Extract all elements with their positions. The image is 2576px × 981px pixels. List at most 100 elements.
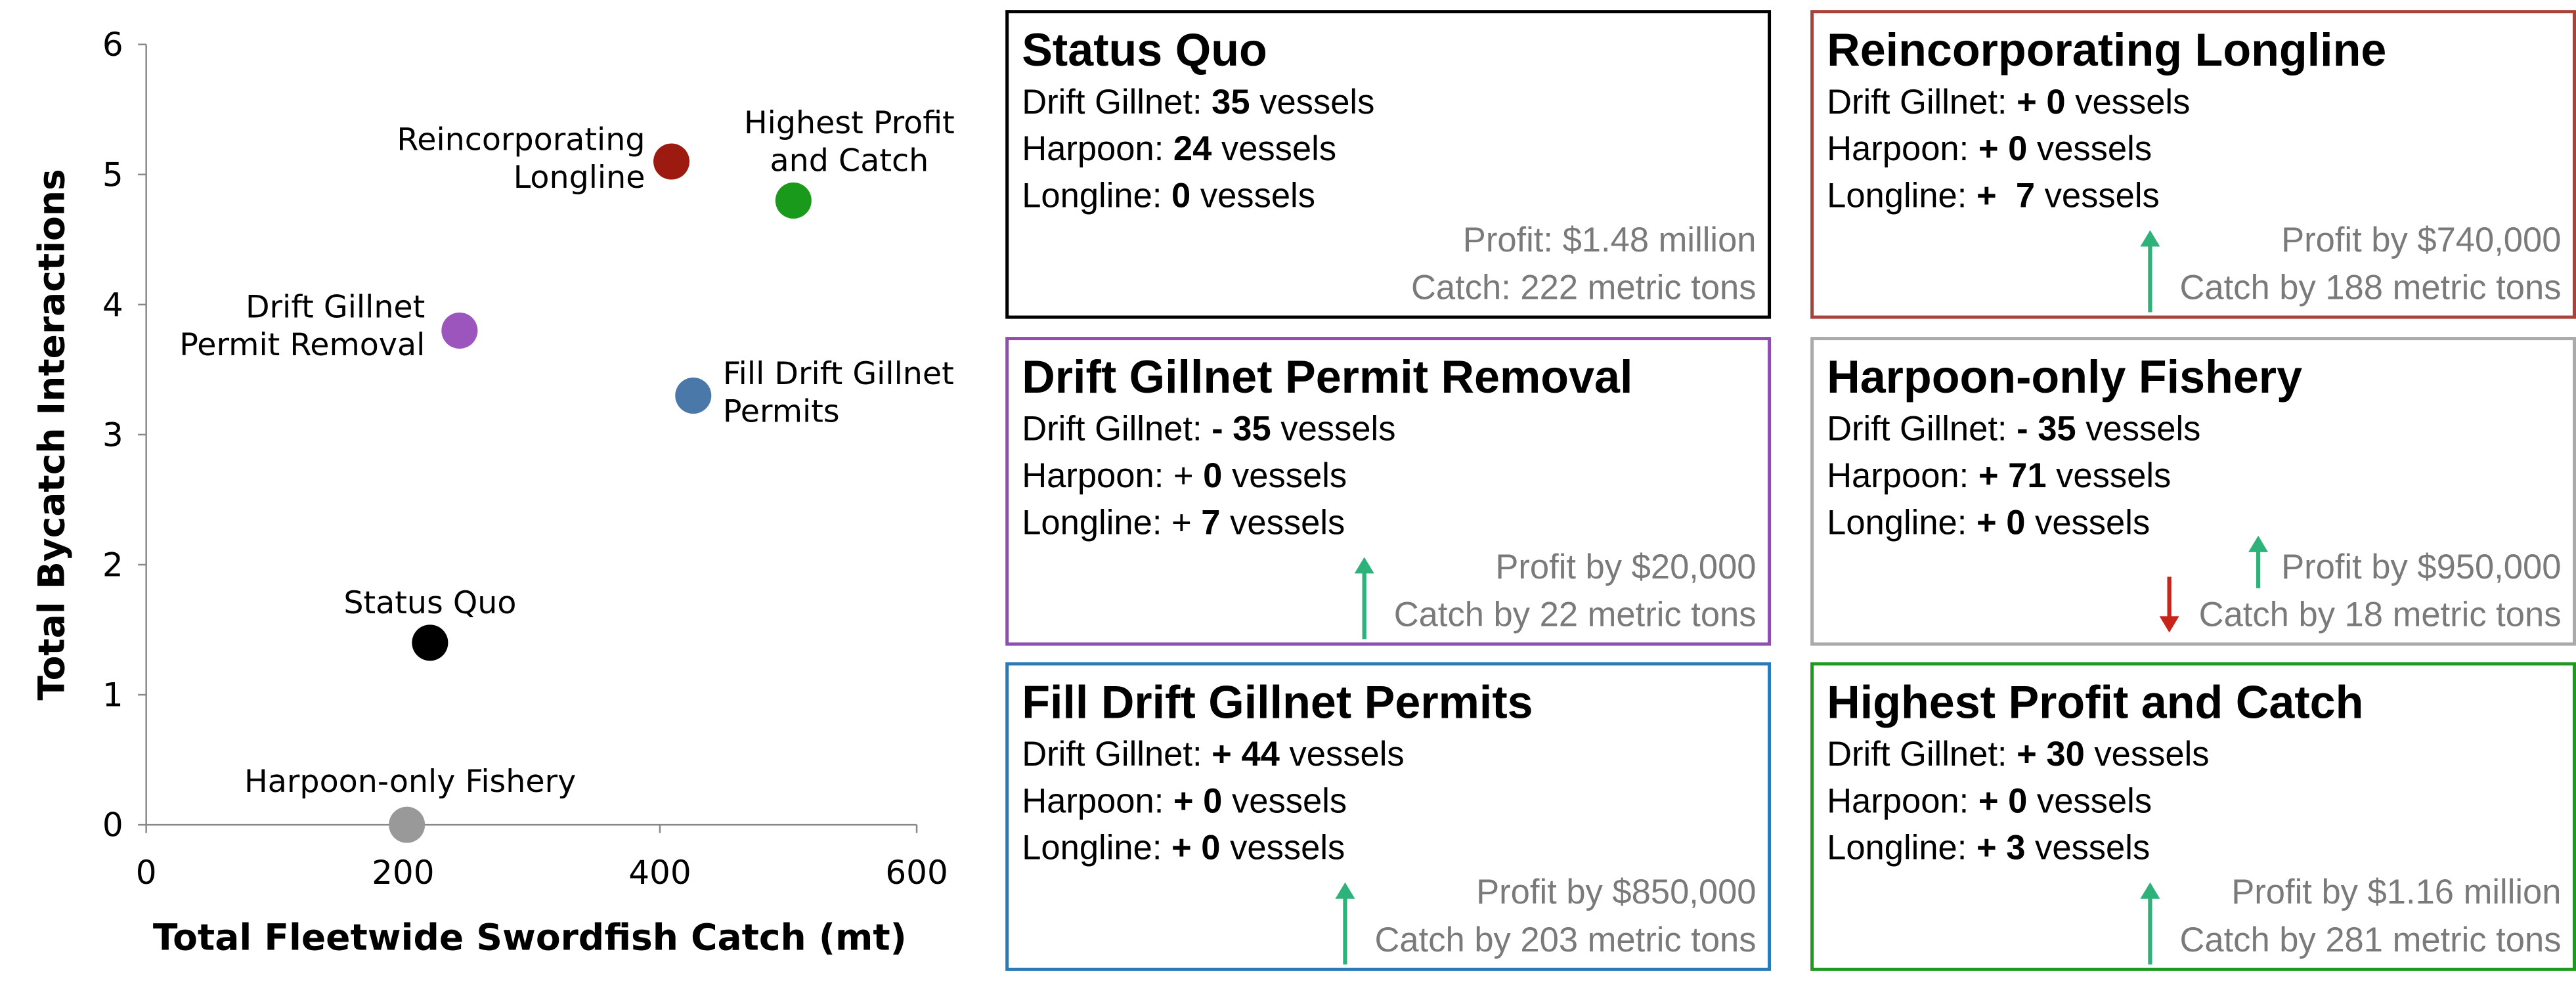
vessel-text: vessels	[1212, 129, 1336, 168]
change-arrow-head	[2140, 882, 2160, 899]
x-tick-label: 0	[136, 854, 157, 892]
vessel-text: Drift Gillnet:	[1022, 735, 1212, 774]
y-tick-label: 1	[102, 676, 123, 714]
vessel-text: Harpoon:	[1827, 781, 1978, 820]
profit-text: Profit by $950,000	[2281, 548, 2561, 586]
vessel-line: Drift Gillnet: + 0 vessels	[1827, 83, 2190, 121]
data-point	[775, 182, 812, 219]
vessel-line: Harpoon: 24 vessels	[1022, 129, 1336, 168]
vessel-text: + 0	[1173, 781, 1223, 820]
vessel-text: 24	[1173, 129, 1212, 168]
vessel-text: + 0	[2017, 83, 2066, 121]
profit-text: Profit by $850,000	[1476, 873, 1756, 911]
y-tick-label: 6	[102, 26, 123, 64]
vessel-text: Longline: +	[1022, 503, 1201, 542]
data-point	[412, 624, 448, 661]
vessel-text: Drift Gillnet:	[1827, 410, 2017, 448]
panel-border	[1810, 10, 2576, 319]
catch-text: Catch by 188 metric tons	[2179, 269, 2561, 307]
vessel-text: vessels	[2066, 83, 2191, 121]
vessel-text: vessels	[2027, 129, 2152, 168]
panel-border	[1005, 337, 1772, 646]
data-point	[675, 377, 712, 414]
vessel-text: vessels	[2076, 410, 2201, 448]
point-label: Permit Removal	[179, 327, 425, 363]
x-axis-label: Total Fleetwide Swordfish Catch (mt)	[153, 916, 907, 958]
vessel-text: Drift Gillnet:	[1827, 735, 2017, 774]
panel-title: Drift Gillnet Permit Removal	[1022, 351, 1632, 403]
catch-text: Catch by 18 metric tons	[2199, 595, 2562, 634]
vessel-text: Longline:	[1827, 176, 1976, 215]
vessel-text: vessels	[2085, 735, 2210, 774]
panel-title: Status Quo	[1022, 24, 1267, 76]
vessel-text: vessels	[2047, 456, 2172, 495]
x-tick-label: 400	[628, 854, 691, 892]
scenario-panel: Fill Drift Gillnet Permits Drift Gillnet:…	[1005, 662, 1772, 971]
vessel-text: - 35	[2017, 410, 2076, 448]
vessel-text: Longline:	[1022, 176, 1171, 215]
catch-text: Catch by 203 metric tons	[1375, 921, 1757, 959]
vessel-line: Longline: + 0 vessels	[1022, 829, 1345, 867]
y-tick-label: 4	[102, 286, 123, 324]
vessel-text: vessels	[1222, 781, 1347, 820]
vessel-line: Drift Gillnet: 35 vessels	[1022, 83, 1374, 121]
scenario-panel: Reincorporating Longline Drift Gillnet: +…	[1810, 10, 2576, 319]
vessel-text: vessels	[2025, 503, 2150, 542]
vessel-line: Drift Gillnet: + 44 vessels	[1022, 735, 1404, 774]
vessel-text: + 0	[1976, 503, 2026, 542]
point-label: Permits	[723, 394, 840, 430]
vessel-text: vessels	[2035, 176, 2160, 215]
vessel-line: Drift Gillnet: - 35 vessels	[1827, 410, 2200, 448]
y-tick-label: 5	[102, 156, 123, 194]
scenario-panel: Highest Profit and Catch Drift Gillnet: +…	[1810, 662, 2576, 971]
panel-title: Reincorporating Longline	[1827, 24, 2386, 76]
profit-text: Profit: $1.48 million	[1463, 221, 1757, 259]
scenario-panel: Drift Gillnet Permit Removal Drift Gillne…	[1005, 337, 1772, 646]
vessel-text: Harpoon:	[1022, 129, 1173, 168]
catch-arrow-head	[2159, 616, 2179, 633]
vessel-text: Drift Gillnet:	[1022, 83, 1212, 121]
vessel-text: Drift Gillnet:	[1022, 410, 1212, 448]
vessel-text: vessels	[1222, 456, 1347, 495]
x-tick-label: 600	[885, 854, 948, 892]
vessel-text: 0	[1203, 456, 1222, 495]
vessel-line: Longline: 0 vessels	[1022, 176, 1315, 215]
vessel-line: Harpoon: + 0 vessels	[1827, 781, 2152, 820]
vessel-text: + 0	[1978, 129, 2028, 168]
y-axis-label: Total Bycatch Interactions	[31, 169, 73, 700]
panel-border	[1005, 662, 1772, 971]
vessel-line: Longline: + 0 vessels	[1827, 503, 2150, 542]
panel-title: Highest Profit and Catch	[1827, 677, 2363, 728]
vessel-text: + 71	[1978, 456, 2047, 495]
vessel-text: 35	[1212, 83, 1250, 121]
y-tick-label: 0	[102, 806, 123, 844]
catch-text: Catch by 22 metric tons	[1394, 595, 1757, 634]
y-tick-label: 3	[102, 416, 123, 454]
x-tick-label: 200	[372, 854, 434, 892]
vessel-text: vessels	[1280, 735, 1405, 774]
vessel-text: + 44	[1212, 735, 1280, 774]
scatter-chart: 0 1 2 3 4 5 6 0 200 400 600 Total Fleetwide Swordfi…	[31, 26, 955, 958]
vessel-line: Drift Gillnet: - 35 vessels	[1022, 410, 1395, 448]
vessel-text: vessels	[2027, 781, 2152, 820]
point-label: and Catch	[770, 142, 929, 179]
vessel-line: Longline: + 7 vessels	[1022, 503, 1345, 542]
vessel-text: Harpoon:	[1827, 456, 1978, 495]
vessel-text: vessels	[1250, 83, 1375, 121]
vessel-text: 0	[1171, 176, 1190, 215]
vessel-text: vessels	[1271, 410, 1396, 448]
vessel-line: Longline: + 3 vessels	[1827, 829, 2150, 867]
scenario-panel: Harpoon-only Fishery Drift Gillnet: - 35 …	[1810, 337, 2576, 646]
vessel-text: Longline:	[1827, 829, 1976, 867]
change-arrow-head	[1335, 882, 1355, 899]
catch-text: Catch by 281 metric tons	[2179, 921, 2561, 959]
change-arrow-head	[1354, 557, 1374, 574]
vessel-text: vessels	[1221, 503, 1345, 542]
vessel-text: + 30	[2017, 735, 2085, 774]
data-point	[653, 143, 690, 180]
point-label: Harpoon-only Fishery	[244, 764, 576, 800]
vessel-line: Harpoon: + 71 vessels	[1827, 456, 2171, 495]
